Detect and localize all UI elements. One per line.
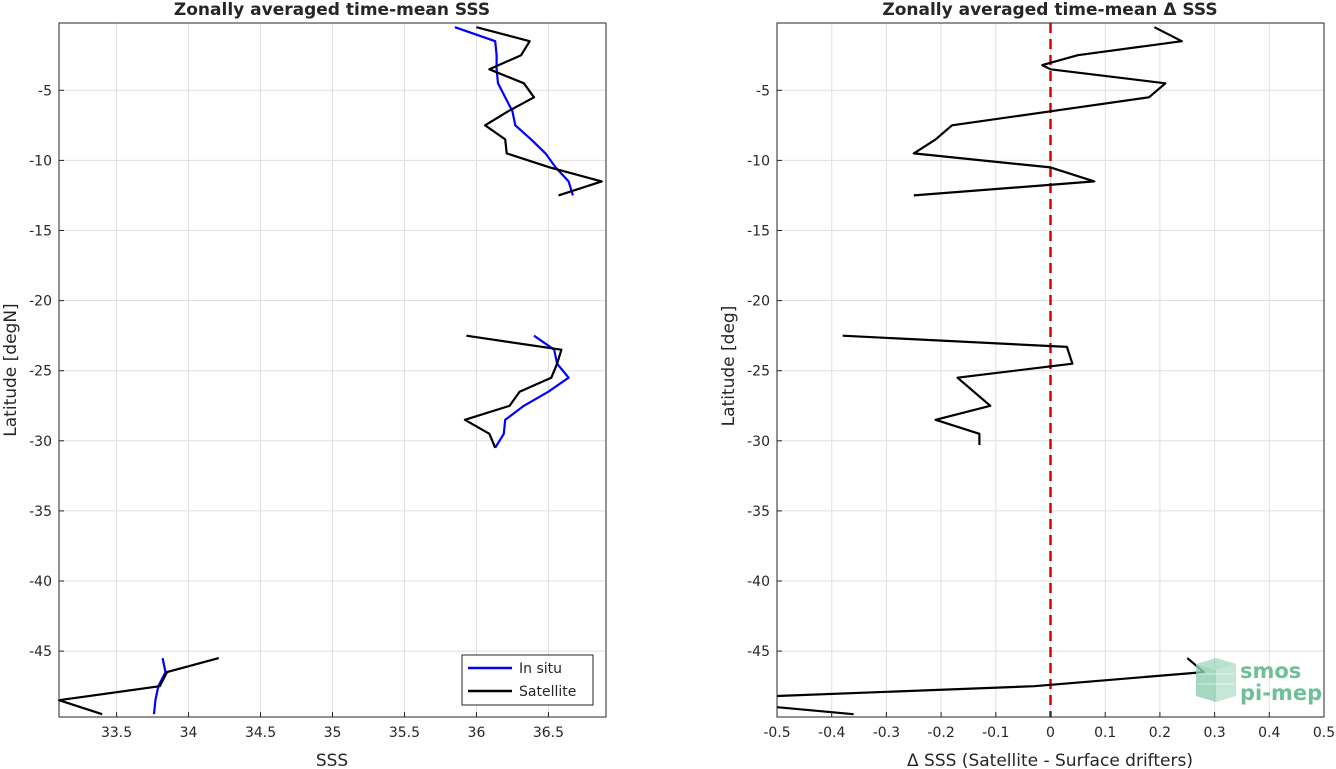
y-tick-label: -25 bbox=[29, 364, 52, 380]
tick-labels: 33.5 34 34.5 35 35.5 36 36.5 -5 -10 -15 -20 -25 -30 -… bbox=[29, 83, 564, 741]
y-tick-label: -40 bbox=[29, 574, 52, 590]
x-axis-label: SSS bbox=[316, 751, 348, 769]
y-tick-label: -35 bbox=[29, 504, 52, 520]
smos-pi-mep-logo: smos pi-mep bbox=[1196, 658, 1322, 705]
series-line-satellite bbox=[476, 26, 603, 197]
logo-text-line1: smos bbox=[1240, 659, 1301, 683]
series-line-satellite bbox=[463, 334, 563, 449]
y-tick-label: -10 bbox=[747, 153, 770, 169]
chart-title: Zonally averaged time-mean Δ SSS bbox=[882, 0, 1217, 20]
x-tick-label: -0.4 bbox=[818, 725, 845, 741]
tick-labels: -0.5 -0.4 -0.3 -0.2 -0.1 0 0.1 0.2 0.3 0.4 0.5 -5 -1… bbox=[747, 83, 1335, 741]
cube-icon bbox=[1196, 658, 1236, 702]
legend-label-in-situ: In situ bbox=[519, 661, 562, 677]
grid bbox=[59, 23, 606, 717]
series-line-delta-sss bbox=[776, 657, 1205, 698]
series-line-satellite bbox=[57, 657, 220, 716]
y-tick-label: -35 bbox=[747, 504, 770, 520]
y-tick-label: -15 bbox=[29, 223, 52, 239]
y-tick-label: -45 bbox=[29, 644, 52, 660]
x-tick-label: 0.3 bbox=[1203, 725, 1225, 741]
legend: In situ Satellite bbox=[461, 654, 594, 706]
y-axis-label: Latitude [deg] bbox=[719, 306, 739, 427]
x-tick-label: 33.5 bbox=[101, 725, 132, 741]
series-line-delta-sss bbox=[912, 26, 1183, 197]
x-axis-label: Δ SSS (Satellite - Surface drifters) bbox=[907, 751, 1193, 769]
panel-sss: Zonally averaged time-mean SSS 33.5 34 34.… bbox=[1, 0, 607, 769]
y-tick-label: -20 bbox=[29, 294, 52, 310]
x-tick-label: 34 bbox=[180, 725, 198, 741]
y-tick-label: -40 bbox=[747, 574, 770, 590]
x-tick-label: -0.1 bbox=[982, 725, 1009, 741]
x-tick-label: -0.5 bbox=[763, 725, 790, 741]
y-tick-label: -5 bbox=[38, 83, 52, 99]
y-tick-label: -45 bbox=[747, 644, 770, 660]
x-tick-label: 0.5 bbox=[1313, 725, 1335, 741]
x-tick-label: 0.4 bbox=[1258, 725, 1280, 741]
y-tick-label: -25 bbox=[747, 364, 770, 380]
series-line-in-situ bbox=[454, 26, 574, 196]
legend-label-satellite: Satellite bbox=[519, 684, 576, 700]
logo-text-line2: pi-mep bbox=[1240, 681, 1322, 705]
y-tick-label: -30 bbox=[747, 434, 770, 450]
x-tick-label: 34.5 bbox=[245, 725, 276, 741]
y-tick-label: -10 bbox=[29, 153, 52, 169]
y-tick-label: -15 bbox=[747, 223, 770, 239]
series-line-delta-sss bbox=[842, 334, 1074, 445]
series-line-delta-sss bbox=[776, 706, 854, 716]
x-tick-label: 36.5 bbox=[533, 725, 564, 741]
y-tick-label: -20 bbox=[747, 294, 770, 310]
chart-title: Zonally averaged time-mean SSS bbox=[174, 0, 490, 20]
legend-box bbox=[461, 654, 594, 706]
x-tick-label: -0.3 bbox=[873, 725, 900, 741]
x-tick-label: 35.5 bbox=[389, 725, 420, 741]
x-tick-label: 0.1 bbox=[1094, 725, 1116, 741]
series-line-in-situ bbox=[494, 334, 570, 449]
x-tick-label: -0.2 bbox=[927, 725, 954, 741]
x-tick-label: 35 bbox=[324, 725, 342, 741]
panel-delta-sss: Zonally averaged time-mean Δ SSS -0.5 -0.… bbox=[719, 0, 1335, 769]
x-tick-label: 36 bbox=[468, 725, 486, 741]
x-tick-label: 0.2 bbox=[1149, 725, 1171, 741]
y-axis-label: Latitude [degN] bbox=[1, 303, 21, 436]
y-tick-label: -5 bbox=[756, 83, 770, 99]
plot-lines bbox=[57, 26, 603, 716]
plot-lines bbox=[776, 23, 1205, 717]
y-tick-label: -30 bbox=[29, 434, 52, 450]
x-tick-label: 0 bbox=[1046, 725, 1055, 741]
